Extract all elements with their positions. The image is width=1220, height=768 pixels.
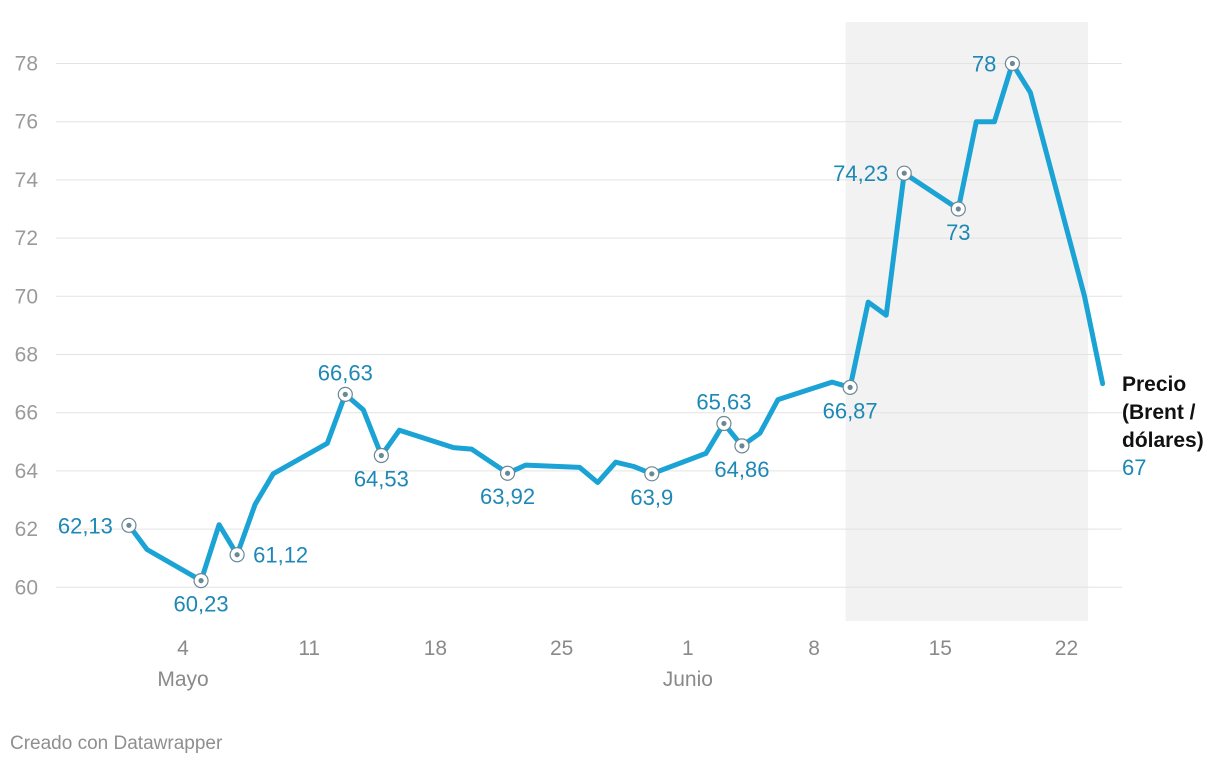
data-point-dot (234, 552, 240, 558)
data-label: 63,9 (630, 485, 673, 510)
data-point-dot (1009, 60, 1016, 67)
data-point-dot (739, 443, 745, 449)
data-label: 65,63 (696, 389, 751, 414)
data-label: 66,63 (318, 360, 373, 385)
markers-group (121, 55, 1021, 589)
data-point-dot (342, 391, 348, 397)
data-label: 64,86 (714, 457, 769, 482)
data-point-dot (378, 452, 384, 459)
credit-text: Creado con Datawrapper (10, 733, 223, 754)
end-value-label: 67 (1122, 455, 1146, 480)
series-group (126, 61, 1106, 584)
y-tick-label: 76 (15, 111, 38, 134)
y-tick-label: 68 (15, 344, 38, 367)
data-point-dot (126, 522, 132, 528)
data-label: 73 (946, 220, 970, 245)
data-labels-group: 62,13 60,23 61,12 66,63 64,53 63,92 63,9 65,63 6… (58, 52, 997, 617)
x-tick-label: 15 (929, 637, 952, 660)
highlight-band-group (845, 22, 1089, 621)
y-tick-label: 60 (15, 576, 38, 599)
data-point-dot (504, 470, 511, 476)
y-tick-label: 74 (15, 169, 39, 192)
y-tick-label: 64 (15, 460, 39, 483)
data-point-dot (901, 170, 907, 176)
x-tick-label: 1 (682, 637, 694, 660)
x-tick-label: 8 (808, 637, 820, 660)
y-tick-label: 70 (15, 285, 38, 308)
x-tick-label: 4 (177, 637, 189, 660)
y-tick-label: 78 (15, 53, 38, 76)
series-name-label: Precio (1122, 373, 1186, 396)
x-tick-label: 22 (1055, 637, 1078, 660)
data-label: 64,53 (354, 466, 409, 491)
month-label: Mayo (157, 668, 208, 691)
highlight-band (845, 22, 1089, 621)
series-name-label: (Brent / (1122, 401, 1196, 424)
data-point-dot (847, 384, 853, 390)
y-tick-label: 62 (15, 518, 38, 541)
data-label: 74,23 (833, 161, 888, 186)
x-tick-label: 11 (298, 637, 320, 660)
data-label: 63,92 (480, 484, 535, 509)
y-tick-label: 66 (15, 402, 38, 425)
data-label: 62,13 (58, 513, 113, 538)
x-tick-label: 18 (424, 637, 447, 660)
series-line (126, 61, 1106, 584)
data-point-dot (649, 471, 655, 477)
data-label: 78 (972, 52, 996, 77)
series-label-group: Precio (Brent / dólares) 67 (1122, 373, 1204, 480)
data-label: 66,87 (823, 398, 878, 423)
x-tick-label: 25 (550, 637, 573, 660)
y-axis-ticks: 60 62 64 66 68 70 72 74 76 78 (15, 53, 39, 600)
y-tick-label: 72 (15, 227, 38, 250)
data-point-dot (721, 420, 727, 427)
data-point-dot (198, 578, 204, 584)
data-label: 60,23 (174, 592, 229, 617)
data-label: 61,12 (253, 543, 308, 568)
gridlines (56, 63, 1122, 588)
month-label: Junio (663, 668, 713, 691)
series-name-label: dólares) (1122, 429, 1204, 452)
data-point-dot (955, 206, 961, 212)
